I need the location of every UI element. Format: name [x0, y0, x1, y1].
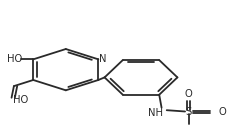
Text: O: O — [218, 107, 226, 117]
Text: NH: NH — [148, 108, 163, 118]
Text: HO: HO — [7, 54, 22, 64]
Text: N: N — [99, 54, 106, 64]
Text: O: O — [185, 89, 192, 99]
Text: S: S — [185, 107, 192, 117]
Text: HO: HO — [13, 95, 28, 105]
